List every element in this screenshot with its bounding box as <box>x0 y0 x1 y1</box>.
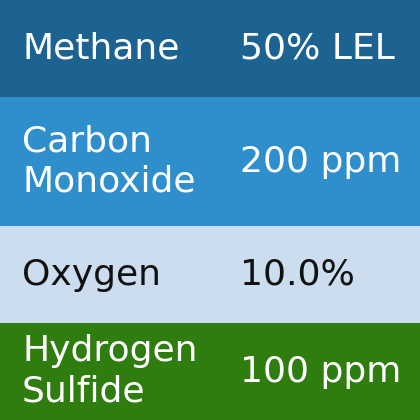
Bar <box>0 226 420 323</box>
Text: Carbon
Monoxide: Carbon Monoxide <box>22 124 195 199</box>
Text: 200 ppm: 200 ppm <box>240 144 402 178</box>
Text: 10.0%: 10.0% <box>240 257 355 291</box>
Text: Methane: Methane <box>22 32 179 66</box>
Bar <box>0 97 420 226</box>
Text: Oxygen: Oxygen <box>22 257 161 291</box>
Bar <box>0 0 420 97</box>
Text: 100 ppm: 100 ppm <box>240 354 402 388</box>
Text: 50% LEL: 50% LEL <box>240 32 395 66</box>
Text: Hydrogen
Sulfide: Hydrogen Sulfide <box>22 334 197 409</box>
Bar <box>0 323 420 420</box>
